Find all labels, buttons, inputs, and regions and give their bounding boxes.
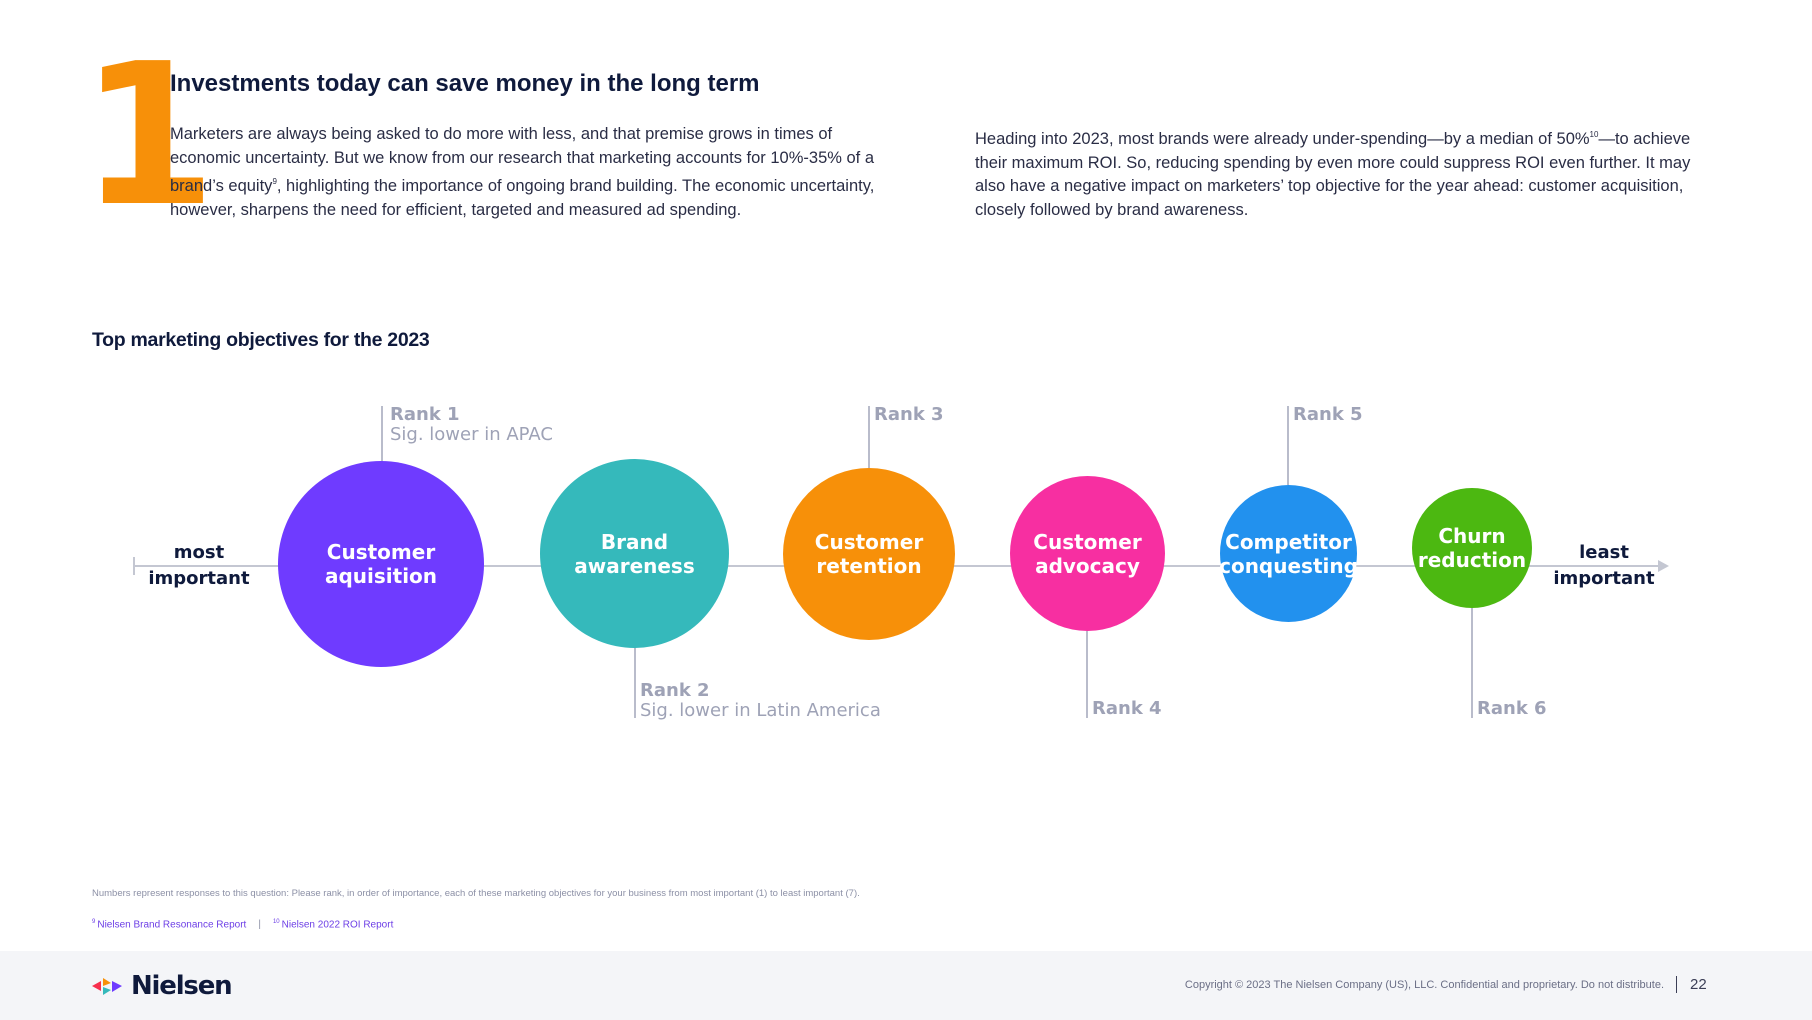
objective-circle-customer-retention: Customer retention — [783, 468, 955, 640]
rank-6-title: Rank 6 — [1477, 698, 1547, 719]
rank-5-title: Rank 5 — [1293, 404, 1363, 425]
objective-circle-brand-awareness: Brand awareness — [540, 459, 729, 648]
rank-4-connector — [1086, 631, 1088, 718]
most-important-label: most important — [139, 540, 259, 592]
objective-1-line-2: aquisition — [324, 564, 438, 588]
most-important-line-2: important — [148, 568, 250, 589]
section-number: 1 — [80, 22, 216, 250]
objective-6-line-1: Churn — [1438, 524, 1506, 548]
intro-left-text-a: Marketers are always being asked to do m… — [170, 125, 875, 195]
objective-2-line-2: awareness — [574, 553, 695, 578]
diagram-title: Top marketing objectives for the 2023 — [92, 329, 430, 351]
rank-6-label: Rank 6 — [1477, 699, 1547, 719]
rank-1-label: Rank 1 Sig. lower in APAC — [390, 405, 553, 445]
objective-2-line-1: Brand — [600, 529, 669, 554]
objective-6-line-2: reduction — [1417, 548, 1527, 572]
reference-10-link[interactable]: Nielsen 2022 ROI Report — [281, 919, 394, 931]
objective-4-line-2: advocacy — [1035, 553, 1140, 578]
page-number: 22 — [1690, 976, 1707, 993]
objective-5-line-1: Competitor — [1225, 529, 1352, 554]
rank-4-label: Rank 4 — [1092, 699, 1162, 719]
rank-2-label: Rank 2 Sig. lower in Latin America — [640, 681, 881, 721]
objective-4-line-1: Customer — [1033, 529, 1142, 554]
footnote-ref-10: 10 — [1589, 130, 1599, 139]
reference-9-marker: 9 — [92, 919, 96, 925]
rank-2-note: Sig. lower in Latin America — [640, 700, 881, 721]
most-important-line-1: most — [173, 542, 225, 563]
least-important-line-1: least — [1579, 542, 1629, 563]
rank-1-title: Rank 1 — [390, 404, 460, 425]
rank-4-title: Rank 4 — [1092, 698, 1162, 719]
objective-circle-competitor-conquesting: Competitor conquesting — [1219, 485, 1358, 622]
rank-2-title: Rank 2 — [640, 680, 710, 701]
copyright-notice: Copyright © 2023 The Nielsen Company (US… — [1184, 979, 1664, 991]
least-important-label: least important — [1544, 540, 1664, 592]
objective-3-line-1: Customer — [814, 530, 924, 554]
page-number-separator — [1676, 976, 1677, 993]
importance-axis-arrow-icon — [1658, 560, 1669, 572]
references: 9 Nielsen Brand Resonance Report | 10 Nielse… — [92, 919, 393, 930]
rank-3-title: Rank 3 — [874, 404, 944, 425]
rank-6-connector — [1471, 608, 1473, 718]
objective-5-line-2: conquesting — [1219, 553, 1358, 578]
rank-3-connector — [868, 406, 870, 468]
intro-paragraph-left: Marketers are always being asked to do m… — [170, 123, 900, 222]
rank-2-connector — [634, 648, 636, 718]
objective-3-line-2: retention — [816, 554, 922, 578]
reference-10-marker: 10 — [272, 919, 280, 925]
rank-5-connector — [1287, 406, 1289, 485]
intro-right-text-a: Heading into 2023, most brands were alre… — [975, 130, 1590, 148]
footnote-ref-9: 9 — [272, 177, 277, 186]
objective-1-line-1: Customer — [326, 540, 436, 564]
nielsen-logo-text: Nielsen — [131, 971, 233, 1001]
rank-1-note: Sig. lower in APAC — [390, 424, 553, 445]
nielsen-logo: Nielsen — [90, 971, 233, 1001]
importance-axis-start-tick — [133, 557, 135, 575]
intro-left-text-b: , highlighting the importance of ongoing… — [170, 177, 875, 219]
rank-1-connector — [381, 406, 383, 462]
rank-5-label: Rank 5 — [1293, 405, 1363, 425]
reference-separator: | — [258, 919, 261, 931]
rank-3-label: Rank 3 — [874, 405, 944, 425]
page-headline: Investments today can save money in the … — [170, 70, 760, 97]
least-important-line-2: important — [1553, 568, 1655, 589]
objective-circle-customer-advocacy: Customer advocacy — [1010, 476, 1165, 631]
intro-paragraph-right: Heading into 2023, most brands were alre… — [975, 123, 1695, 222]
nielsen-logo-mark-icon — [92, 978, 122, 995]
objective-circle-churn-reduction: Churn reduction — [1412, 488, 1532, 608]
survey-footnote: Numbers represent responses to this ques… — [92, 888, 860, 899]
page-footer — [0, 951, 1812, 1020]
reference-9-link[interactable]: Nielsen Brand Resonance Report — [97, 919, 247, 931]
objective-circle-customer-acquisition: Customer aquisition — [278, 461, 484, 667]
intro-right-text-b: —to achieve their maximum ROI. So, reduc… — [975, 130, 1691, 219]
